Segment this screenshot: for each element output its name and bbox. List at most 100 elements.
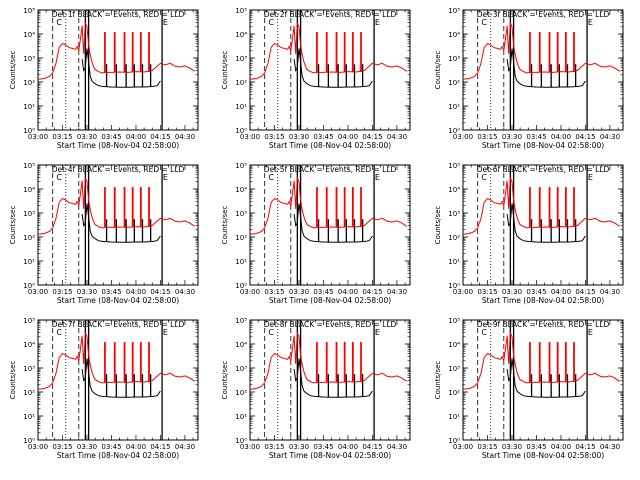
x-tick-label: 04:15: [362, 288, 382, 296]
y-tick-label: 10³: [448, 55, 460, 63]
marker-glyph: C: [268, 173, 274, 182]
x-tick-label: 03:15: [52, 443, 72, 451]
x-tick-label: 03:00: [453, 443, 473, 451]
y-tick-label: 10⁴: [235, 186, 247, 194]
x-tick-label: 04:00: [338, 133, 358, 141]
plot-frame: [462, 164, 624, 286]
marker-glyph: E: [588, 18, 593, 27]
y-axis-label: Counts/sec: [221, 361, 229, 400]
panel: 10⁰ 10¹ 10² 10³ 10⁴ 10⁵ 03:00 03:15 03:30 03:45 04…: [221, 162, 411, 305]
series-line-lld: [38, 332, 195, 390]
x-tick-label: 04:00: [551, 288, 571, 296]
plot-frame: [37, 164, 199, 286]
panel-title: Det-9f BLACK = Events, RED = LLD: [477, 320, 610, 329]
y-tick-label: 10⁰: [235, 282, 247, 290]
x-tick-label: 03:45: [526, 133, 546, 141]
plot-frame: [462, 319, 624, 441]
panel-title: Det-1f BLACK = Events, RED = LLD: [52, 10, 185, 19]
x-tick-label: 04:00: [126, 133, 146, 141]
y-tick-label: 10⁰: [235, 127, 247, 135]
x-axis-label: Start Time (08-Nov-04 02:58:00): [269, 141, 391, 150]
marker-glyph: C: [56, 173, 62, 182]
y-tick-label: 10⁰: [448, 127, 460, 135]
x-tick-label: 03:00: [453, 133, 473, 141]
x-tick-label: 03:30: [289, 288, 309, 296]
series-line-events: [81, 48, 161, 88]
panel: 10⁰ 10¹ 10² 10³ 10⁴ 10⁵ 03:00 03:15 03:30 03:45 04…: [9, 7, 199, 150]
x-tick-label: 03:45: [526, 288, 546, 296]
y-tick-label: 10⁴: [23, 31, 35, 39]
x-axis-label: Start Time (08-Nov-04 02:58:00): [57, 451, 179, 460]
x-tick-label: 04:00: [126, 288, 146, 296]
x-tick-label: 03:00: [453, 288, 473, 296]
panel: 10⁰ 10¹ 10² 10³ 10⁴ 10⁵ 03:00 03:15 03:30 03:45 04…: [9, 317, 199, 460]
marker-glyph: E: [163, 173, 168, 182]
marker-glyph: E: [163, 18, 168, 27]
plot-frame: [249, 164, 411, 286]
y-tick-label: 10²: [23, 389, 35, 397]
x-axis-label: Start Time (08-Nov-04 02:58:00): [482, 141, 604, 150]
x-tick-label: 03:45: [101, 133, 121, 141]
x-tick-label: 03:45: [526, 443, 546, 451]
data-layer: [38, 177, 195, 243]
series-line-events: [506, 203, 586, 243]
y-tick-label: 10⁰: [23, 282, 35, 290]
y-tick-label: 10¹: [235, 258, 247, 266]
marker-glyph: E: [588, 328, 593, 337]
x-tick-label: 03:15: [477, 288, 497, 296]
x-tick-label: 04:00: [551, 443, 571, 451]
y-tick-label: 10²: [23, 234, 35, 242]
x-tick-label: 03:15: [52, 133, 72, 141]
x-tick-label: 03:30: [502, 288, 522, 296]
y-tick-label: 10⁰: [235, 437, 247, 445]
data-layer: [463, 332, 620, 398]
x-tick-label: 04:30: [175, 133, 195, 141]
y-tick-label: 10²: [448, 234, 460, 242]
series-line-lld: [38, 22, 195, 80]
y-axis-label: Counts/sec: [434, 206, 442, 245]
panel: 10⁰ 10¹ 10² 10³ 10⁴ 10⁵ 03:00 03:15 03:30 03:45 04…: [434, 317, 624, 460]
y-tick-label: 10¹: [23, 258, 35, 266]
y-tick-label: 10²: [235, 79, 247, 87]
marker-glyph: E: [375, 18, 380, 27]
x-tick-label: 03:30: [77, 133, 97, 141]
series-line-events: [81, 358, 161, 398]
y-axis-label: Counts/sec: [9, 206, 17, 245]
x-tick-label: 04:30: [175, 288, 195, 296]
y-tick-label: 10⁰: [23, 127, 35, 135]
x-tick-label: 03:45: [313, 443, 333, 451]
y-tick-label: 10⁴: [448, 31, 460, 39]
data-layer: [250, 332, 407, 398]
y-tick-label: 10¹: [235, 103, 247, 111]
marker-glyph: E: [375, 173, 380, 182]
x-tick-label: 04:15: [575, 133, 595, 141]
y-tick-label: 10¹: [448, 413, 460, 421]
x-tick-label: 03:30: [77, 288, 97, 296]
plot-frame: [249, 9, 411, 131]
y-tick-label: 10⁵: [23, 7, 35, 15]
x-tick-label: 04:15: [362, 133, 382, 141]
y-tick-label: 10¹: [448, 103, 460, 111]
x-axis-label: Start Time (08-Nov-04 02:58:00): [482, 451, 604, 460]
x-tick-label: 03:30: [289, 133, 309, 141]
y-tick-label: 10⁴: [235, 341, 247, 349]
y-axis-label: Counts/sec: [221, 51, 229, 90]
y-axis-label: Counts/sec: [434, 51, 442, 90]
plot-frame: [462, 9, 624, 131]
x-tick-label: 03:15: [477, 133, 497, 141]
series-line-events: [81, 203, 161, 243]
y-tick-label: 10⁵: [448, 317, 460, 325]
marker-glyph: C: [56, 328, 62, 337]
data-layer: [463, 177, 620, 243]
series-line-events: [293, 203, 373, 243]
series-line-lld: [38, 177, 195, 235]
y-tick-label: 10³: [23, 55, 35, 63]
series-line-lld: [463, 332, 620, 390]
series-line-lld: [250, 177, 407, 235]
y-tick-label: 10⁴: [448, 186, 460, 194]
panel: 10⁰ 10¹ 10² 10³ 10⁴ 10⁵ 03:00 03:15 03:30 03:45 04…: [221, 7, 411, 150]
y-tick-label: 10³: [235, 365, 247, 373]
y-tick-label: 10⁴: [23, 186, 35, 194]
series-line-lld: [250, 332, 407, 390]
marker-glyph: C: [268, 18, 274, 27]
